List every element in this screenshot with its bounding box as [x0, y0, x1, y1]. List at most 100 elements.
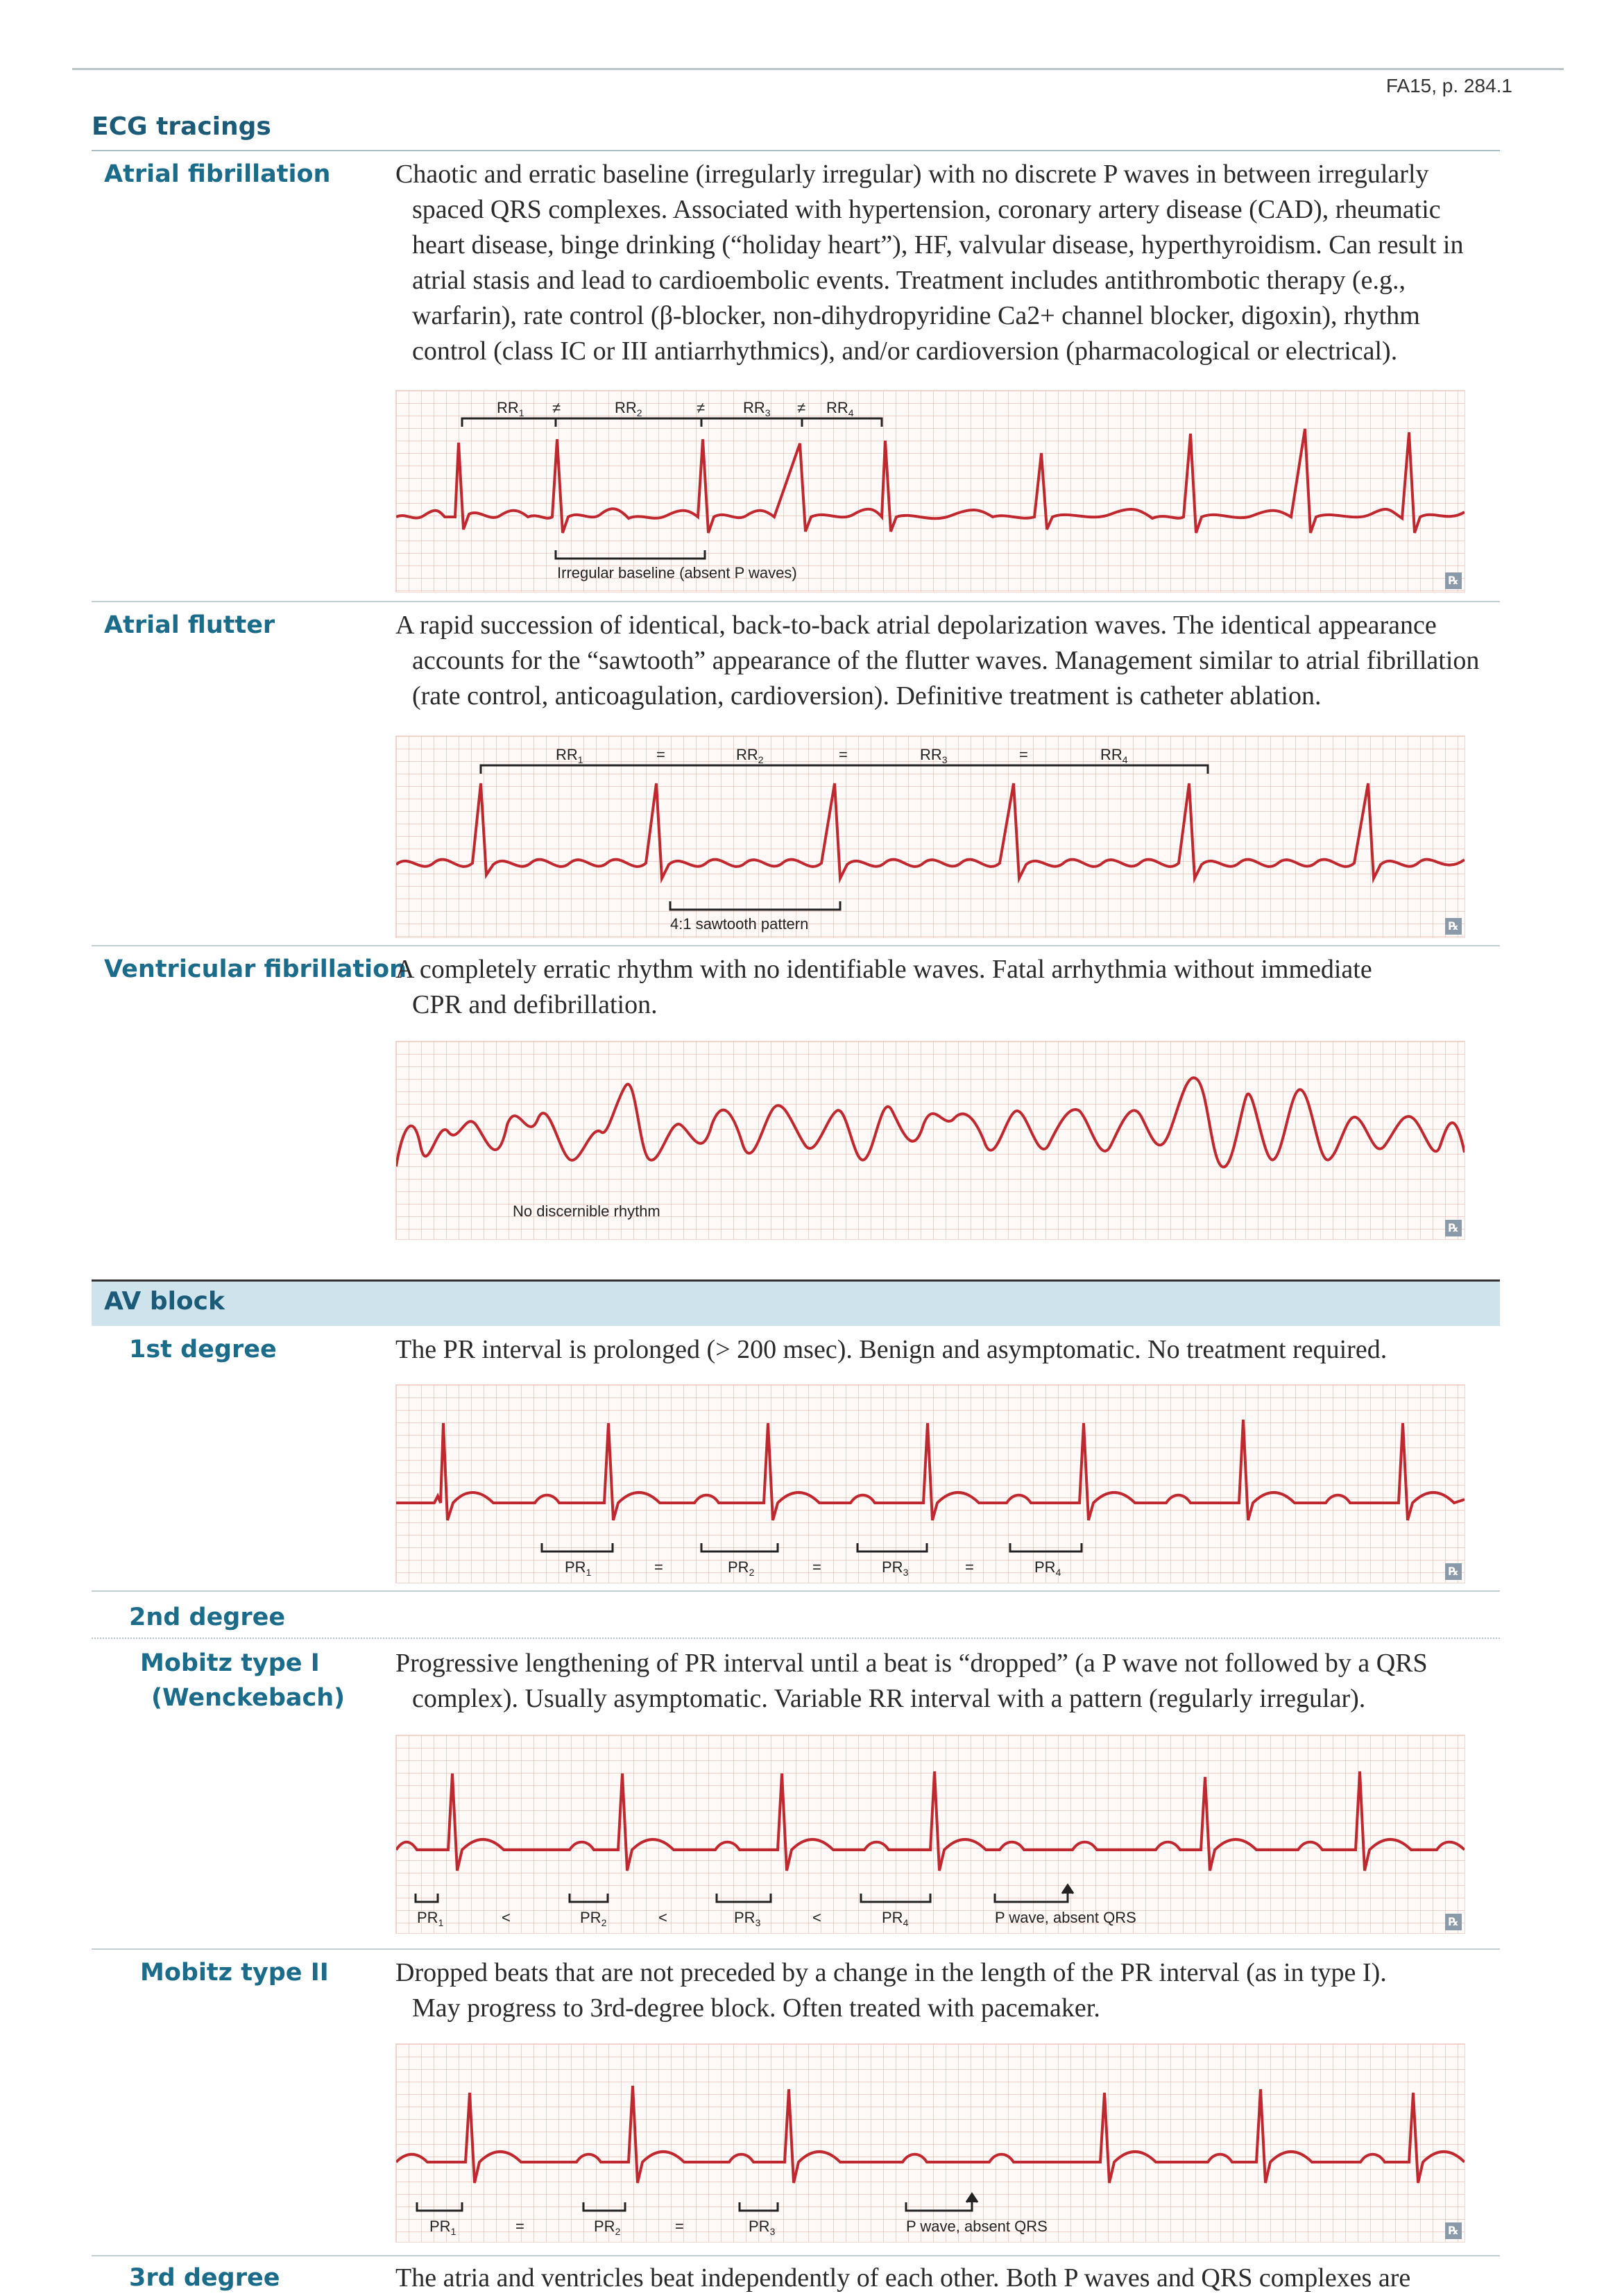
m1-arrow-head [1061, 1883, 1075, 1894]
aflutter-rr4-label: RR4 [1100, 746, 1128, 765]
mobitz2-rx-icon: ℞ [1445, 2222, 1462, 2239]
vf-annotation: No discernible rhythm [513, 1202, 660, 1220]
af-neq-1: ≠ [552, 399, 561, 416]
first-degree-trace [396, 1419, 1465, 1521]
aflutter-rr1-label: RR1 [556, 746, 583, 765]
vf-ecg-svg: No discernible rhythm [396, 1076, 1465, 1220]
m2-eq-1: = [515, 2218, 524, 2235]
aflutter-annotation: 4:1 sawtooth pattern [670, 915, 808, 933]
af-rr2-bracket [554, 417, 703, 427]
m2-pr2-bracket [582, 2202, 626, 2212]
vf-ecg-strip: No discernible rhythm ℞ [395, 1041, 1465, 1240]
mobitz2-annotation: P wave, absent QRS [906, 2218, 1048, 2235]
m1-pr1-label: PR1 [417, 1909, 444, 1928]
mobitz1-label-line1: Mobitz type I [140, 1649, 320, 1677]
af-ecg-strip: RR1 ≠ RR2 ≠ RR3 ≠ RR4 Irregular baseline… [395, 390, 1465, 593]
af-desc-line1: Chaotic and erratic baseline (irregularl… [395, 160, 1429, 189]
vf-description: A completely erratic rhythm with no iden… [395, 952, 1499, 1023]
fd-eq-1: = [654, 1558, 663, 1576]
vf-desc-line1: A completely erratic rhythm with no iden… [395, 955, 1372, 984]
first-degree-ecg-svg: PR1 = PR2 = PR3 = PR4 [396, 1419, 1465, 1578]
af-desc-rest: spaced QRS complexes. Associated with hy… [412, 195, 1464, 366]
aflutter-rx-icon: ℞ [1445, 918, 1462, 935]
m1-lt-2: < [658, 1909, 667, 1926]
third-degree-desc-line1: The atria and ventricles beat independen… [395, 2263, 1411, 2293]
mobitz1-label-line2: (Wenckebach) [151, 1684, 345, 1712]
mobitz2-ecg-svg: PR1 = PR2 = PR3 P wave, absent QRS [396, 2085, 1465, 2237]
aflutter-rr3-label: RR3 [920, 746, 948, 765]
first-degree-row-rule [92, 1590, 1500, 1592]
mobitz1-annotation: P wave, absent QRS [995, 1909, 1136, 1926]
vf-trace [396, 1076, 1465, 1168]
m1-pr3-label: PR3 [734, 1909, 761, 1928]
af-annotation: Irregular baseline (absent P waves) [557, 564, 797, 581]
af-rr1-bracket [461, 417, 557, 427]
aflutter-sawtooth-bracket [669, 901, 842, 911]
mobitz2-ecg-strip: PR1 = PR2 = PR3 P wave, absent QRS ℞ [395, 2043, 1465, 2243]
first-degree-ecg-strip: PR1 = PR2 = PR3 = PR4 ℞ [395, 1384, 1465, 1583]
m1-pr2-label: PR2 [580, 1909, 607, 1928]
mobitz2-label: Mobitz type II [140, 1959, 329, 1987]
m2-pr2-label: PR2 [594, 2218, 621, 2237]
m1-lt-3: < [812, 1909, 821, 1926]
pr1-bracket [540, 1543, 614, 1553]
mobitz1-label: Mobitz type I (Wenckebach) [140, 1646, 345, 1715]
mobitz1-description: Progressive lengthening of PR interval u… [395, 1646, 1499, 1717]
aflutter-row-rule [92, 945, 1500, 946]
aflutter-desc-line1: A rapid succession of identical, back-to… [395, 611, 1437, 640]
aflutter-ecg-svg: RR1 = RR2 = RR3 = RR4 4:1 sawtooth patte… [396, 746, 1465, 933]
af-row-rule [92, 601, 1500, 602]
first-degree-desc-line1: The PR interval is prolonged (> 200 msec… [395, 1335, 1388, 1364]
mobitz2-desc-rest: May progress to 3rd-degree block. Often … [412, 1993, 1100, 2023]
section-title: ECG tracings [92, 112, 271, 141]
af-rr3-bracket [700, 417, 803, 427]
m1-pr2-bracket [568, 1894, 609, 1903]
first-degree-label: 1st degree [129, 1336, 277, 1363]
mobitz2-description: Dropped beats that are not preceded by a… [395, 1955, 1499, 2026]
af-neq-3: ≠ [797, 399, 805, 416]
af-baseline-bracket [554, 550, 706, 560]
m2-pr1-bracket [416, 2202, 463, 2212]
af-rr4-label: RR4 [826, 399, 854, 418]
af-trace [396, 428, 1465, 534]
fd-pr4-label: PR4 [1034, 1558, 1061, 1578]
m1-pr3-bracket [715, 1894, 772, 1903]
pr4-bracket [1009, 1543, 1083, 1553]
af-rx-icon: ℞ [1445, 572, 1462, 589]
aflutter-rr-bracket [479, 764, 1209, 774]
mobitz1-ecg-strip: PR1 < PR2 < PR3 < PR4 P wave, absent QRS… [395, 1735, 1465, 1934]
top-rule [72, 68, 1564, 70]
m2-pr1-label: PR1 [429, 2218, 456, 2237]
first-degree-rx-icon: ℞ [1445, 1563, 1462, 1580]
mobitz1-row-rule [92, 1948, 1500, 1950]
mobitz2-desc-line1: Dropped beats that are not preceded by a… [395, 1958, 1387, 1987]
fd-eq-2: = [812, 1558, 821, 1576]
third-degree-label: 3rd degree [129, 2264, 280, 2292]
page-reference: FA15, p. 284.1 [1385, 75, 1512, 96]
m1-pr4-bracket [860, 1894, 932, 1903]
vf-label: Ventricular fibrillation [104, 955, 407, 983]
fd-eq-3: = [965, 1558, 974, 1576]
aflutter-eq-1: = [656, 746, 665, 763]
m1-absent-qrs-bracket [993, 1894, 1069, 1903]
mobitz1-trace [396, 1771, 1465, 1871]
af-rr3-label: RR3 [743, 399, 771, 418]
af-label: Atrial fibrillation [104, 160, 331, 188]
m2-eq-2: = [675, 2218, 684, 2235]
mobitz1-desc-line1: Progressive lengthening of PR interval u… [395, 1649, 1428, 1678]
aflutter-label: Atrial flutter [104, 611, 275, 639]
m1-pr1-bracket [414, 1894, 439, 1903]
aflutter-ecg-strip: RR1 = RR2 = RR3 = RR4 4:1 sawtooth patte… [395, 735, 1465, 938]
mobitz1-rx-icon: ℞ [1445, 1914, 1462, 1930]
aflutter-rr2-label: RR2 [736, 746, 764, 765]
mobitz1-ecg-svg: PR1 < PR2 < PR3 < PR4 P wave, absent QRS [396, 1771, 1465, 1928]
av-block-title: AV block [104, 1287, 225, 1316]
section-rule [92, 150, 1500, 151]
aflutter-eq-2: = [839, 746, 848, 763]
av-block-band: AV block [92, 1279, 1500, 1326]
m2-absent-qrs-bracket [905, 2202, 973, 2212]
aflutter-desc-rest: accounts for the “sawtooth” appearance o… [412, 646, 1480, 711]
pr3-bracket [856, 1543, 928, 1553]
first-degree-description: The PR interval is prolonged (> 200 msec… [395, 1332, 1499, 1368]
pr2-bracket [700, 1543, 779, 1553]
